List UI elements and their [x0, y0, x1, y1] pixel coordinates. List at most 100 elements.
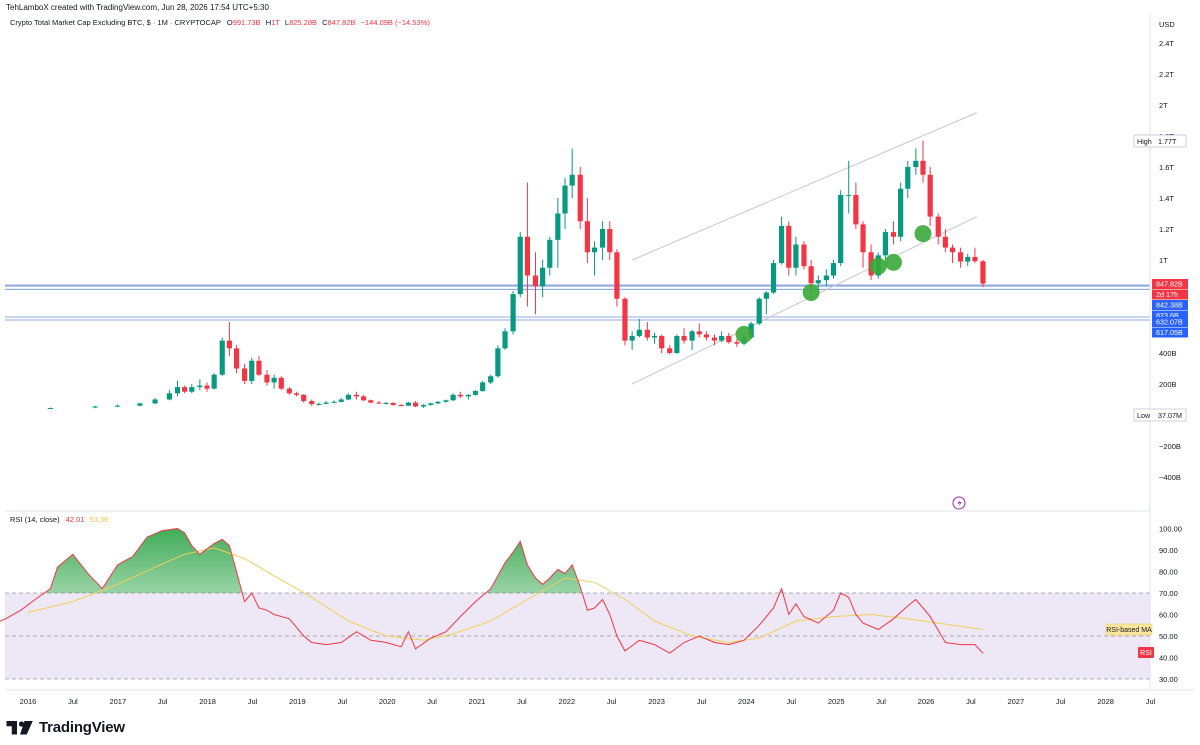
candle-body [278, 377, 284, 389]
low-marker: Low 37.07M [1133, 408, 1187, 422]
candle [189, 384, 195, 394]
candle [472, 390, 479, 396]
price-tick-label: 2.4T [1159, 39, 1174, 48]
candle [443, 399, 449, 403]
candle [719, 331, 725, 343]
candle-body [420, 404, 427, 407]
time-tick-label: Jul [1056, 697, 1066, 706]
candle-body [293, 393, 300, 395]
rsi-ma-label: RSI-based MA [1106, 627, 1152, 634]
price-tick-label: 2.2T [1159, 70, 1174, 79]
rsi-line [0, 527, 984, 654]
candle [838, 190, 844, 267]
candle [301, 394, 307, 403]
time-tick-label: Jul [158, 697, 168, 706]
price-tag-label: 632.07B [1156, 318, 1183, 327]
candle [562, 177, 568, 229]
candle-body [390, 402, 396, 405]
candle [770, 260, 777, 295]
candle [226, 322, 232, 357]
level-lines [5, 284, 1150, 321]
candle [286, 387, 292, 395]
candle [898, 182, 904, 242]
time-tick-label: Jul [966, 697, 976, 706]
highlight-circle [884, 253, 902, 271]
price-tick-label: −200B [1159, 442, 1181, 451]
rsi-ticks: 100.00 90.00 80.00 70.00 60.00 50.00 40.00 30.0… [1159, 525, 1182, 685]
candle [674, 334, 680, 354]
candle [457, 391, 463, 398]
candle [532, 252, 539, 315]
candle-body [681, 335, 687, 341]
time-tick-label: Jul [607, 697, 617, 706]
candle [667, 345, 673, 355]
brand-name: TradingView [39, 718, 125, 736]
marker-box [1133, 134, 1187, 148]
time-axis[interactable]: 2016 Jul 2017 Jul 2018 Jul 2019 Jul 2020 Jul 2021 J… [5, 689, 1195, 706]
price-tag: 823.6B [1152, 310, 1188, 321]
price-tag-label: 617.05B [1156, 328, 1183, 337]
candle-body [92, 406, 98, 408]
candle [293, 391, 300, 397]
candle-body [719, 335, 725, 341]
candle-body [644, 329, 650, 338]
candle-body [510, 294, 516, 332]
candle-body [629, 335, 635, 341]
candle-body [711, 337, 718, 341]
price-tick-label: 1.6T [1159, 163, 1174, 172]
candle [309, 399, 315, 406]
candle-body [428, 403, 434, 405]
candle-body [204, 385, 210, 389]
rsi-panel[interactable]: RSI (14, close) 42.01 53.36 [0, 515, 1150, 680]
candle-body [846, 194, 852, 196]
candle [412, 401, 419, 408]
price-tag-box [1152, 310, 1188, 321]
candle [271, 374, 277, 389]
channel-lower-line [631, 216, 977, 385]
candle [756, 297, 762, 326]
candle [636, 318, 642, 338]
candle [345, 393, 352, 401]
candle [420, 404, 427, 409]
candle-body [599, 229, 606, 248]
candle [510, 291, 516, 335]
candle [846, 160, 852, 214]
candle [935, 213, 941, 245]
candle [338, 397, 344, 403]
candle-body [756, 298, 762, 324]
candle-body [517, 236, 523, 295]
price-ticks: 2.4T2.2T2T1.8T1.6T1.4T1.2T1T400B200B0−20… [1159, 39, 1181, 482]
candle-body [47, 408, 53, 410]
time-tick-label: Jul [68, 697, 78, 706]
rsi-label: RSI [1140, 650, 1152, 657]
candle-body [331, 401, 337, 403]
price-axis[interactable]: USD 2.4T2.2T2T1.8T1.6T1.4T1.2T1T400B200B… [1105, 14, 1188, 690]
rsi-tick-label: 100.00 [1159, 525, 1182, 534]
rsi-overbought-fill [0, 528, 983, 593]
marker-value: 1.77T [1158, 137, 1177, 146]
price-panel[interactable]: Crypto Total Market Cap Excluding BTC, $… [0, 14, 1150, 511]
candle [405, 401, 411, 407]
candle [681, 328, 687, 344]
price-tag-box [1152, 317, 1188, 327]
footer-brand[interactable]: TradingView [6, 718, 125, 736]
time-tick-label: 2016 [20, 697, 37, 706]
candle-body [808, 266, 814, 284]
candle-body [913, 160, 919, 167]
candle-body [770, 263, 777, 293]
rsi-tick-label: 40.00 [1159, 654, 1178, 663]
price-tick-label: −400B [1159, 473, 1181, 482]
candle-body [823, 275, 829, 281]
candle [480, 380, 486, 392]
alert-icon[interactable] [952, 496, 966, 510]
time-tick-label: Jul [427, 697, 437, 706]
candle-body [651, 335, 658, 338]
candle [913, 148, 919, 175]
candle-body [949, 247, 956, 253]
candle [614, 249, 620, 307]
candle [92, 405, 98, 409]
candle [890, 221, 897, 245]
candle-body [405, 402, 411, 406]
